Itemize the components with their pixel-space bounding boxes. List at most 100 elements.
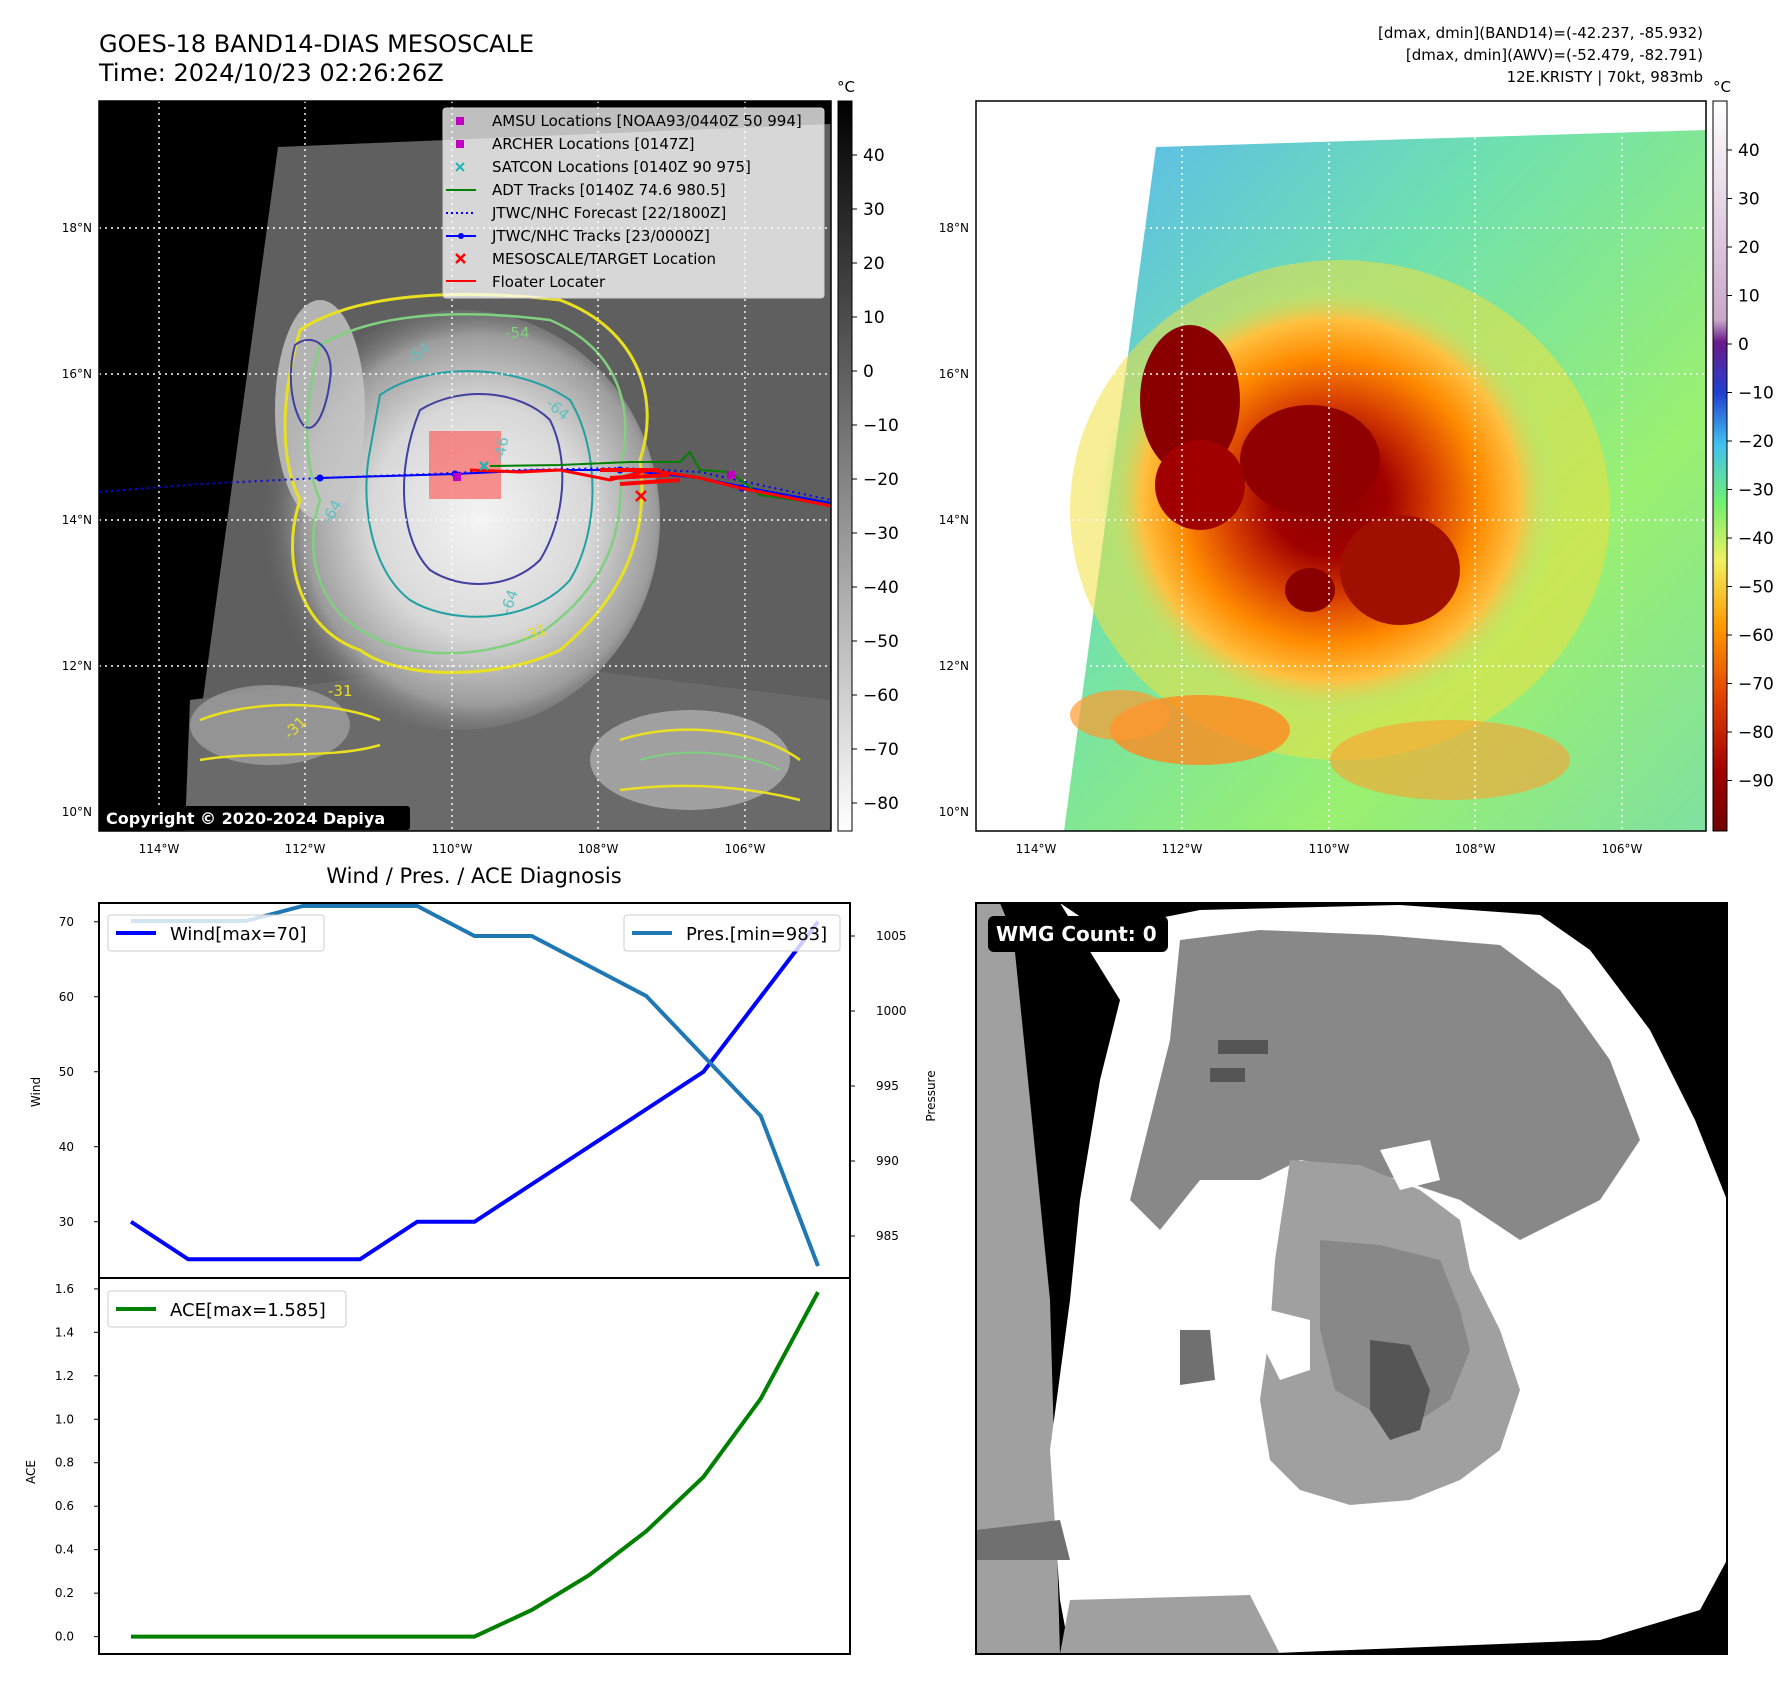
wind-line <box>129 920 820 1262</box>
awv-colorbar: °C 40 30 20 10 0 −10 −20 −30 −40 −50 −60 −70 −80 −90 <box>1712 78 1774 832</box>
colorbar-tick-label: −80 <box>1738 723 1774 743</box>
band14-map-panel: -54 -64 -54 -64 -31 -64 -46 -31 -31 A <box>62 100 832 856</box>
colorbar-tick-label: 0 <box>1738 335 1749 355</box>
lon-label: 108°W <box>1455 842 1496 856</box>
legend-label-floater: Floater Locater <box>492 273 606 291</box>
ace-tick-label: 0.4 <box>55 1543 74 1557</box>
colorbar-tick-label: 20 <box>863 254 885 274</box>
figure-time: Time: 2024/10/23 02:26:26Z <box>98 59 444 87</box>
colorbar-tick-label: −50 <box>1738 578 1774 598</box>
wind-pressure-chart: Wind / Pres. / ACE Diagnosis Wind Pressu… <box>29 864 938 1279</box>
colorbar-tick-label: 10 <box>1738 287 1760 307</box>
adt-track <box>489 450 831 506</box>
legend-label-wind: Wind[max=70] <box>170 924 307 945</box>
colorbar-tick-label: −80 <box>863 794 899 814</box>
lon-label: 112°W <box>285 842 326 856</box>
copyright-label: Copyright © 2020-2024 Dapiya <box>106 809 385 828</box>
colorbar-tick-label: 30 <box>863 200 885 220</box>
lat-label: 12°N <box>939 659 969 673</box>
lon-label: 114°W <box>139 842 180 856</box>
ace-tick-label: 0.6 <box>55 1499 74 1513</box>
ace-tick-label: 1.2 <box>55 1369 74 1383</box>
legend-marker-jtwc <box>446 233 476 239</box>
colorbar-tick-label: 30 <box>1738 190 1760 210</box>
wmg-count-label: WMG Count: 0 <box>996 922 1157 946</box>
lon-label: 112°W <box>1162 842 1203 856</box>
legend-marker-archer <box>456 140 464 148</box>
colorbar-tick-label: 40 <box>1738 141 1760 161</box>
colorbar-tick-label: −20 <box>1738 432 1774 452</box>
lon-label: 106°W <box>725 842 766 856</box>
ace-line <box>131 1291 820 1639</box>
lat-label: 10°N <box>62 805 92 819</box>
jtwc-track-point <box>316 474 324 482</box>
contour-label: -46 <box>490 435 512 462</box>
ace-tick-label: 0.8 <box>55 1456 74 1470</box>
colorbar-tick-label: −30 <box>1738 481 1774 501</box>
colorbar-tick-label: −40 <box>1738 529 1774 549</box>
legend-label-forecast: JTWC/NHC Forecast [22/1800Z] <box>491 204 726 222</box>
colorbar-tick-label: 40 <box>863 146 885 166</box>
wind-tick-label: 60 <box>59 990 74 1004</box>
colorbar-tick-label: −70 <box>1738 675 1774 695</box>
legend-label-pressure: Pres.[min=983] <box>686 924 827 945</box>
colorbar-tick-label: −30 <box>863 524 899 544</box>
colorbar-tick-label: −60 <box>1738 626 1774 646</box>
contour-label: -54 <box>505 324 530 342</box>
ace-legend: ACE[max=1.585] <box>107 1290 347 1328</box>
pressure-tick-label: 995 <box>876 1079 899 1093</box>
pressure-tick-label: 985 <box>876 1229 899 1243</box>
lon-label: 108°W <box>578 842 619 856</box>
figure-title: GOES-18 BAND14-DIAS MESOSCALE <box>99 30 534 58</box>
legend-label-ace: ACE[max=1.585] <box>170 1300 326 1321</box>
colorbar-tick-label: −10 <box>863 416 899 436</box>
legend-marker-amsu <box>456 117 464 125</box>
mesoscale-box <box>429 431 501 499</box>
lon-label: 110°W <box>1309 842 1350 856</box>
lat-label: 14°N <box>62 513 92 527</box>
lon-label: 114°W <box>1016 842 1057 856</box>
ace-tick-label: 1.6 <box>55 1282 74 1296</box>
ace-tick-label: 0.0 <box>55 1630 74 1644</box>
band14-colorbar: °C 40 30 20 10 0 −10 −20 −30 −40 −50 −60 −70 −80 <box>837 78 899 832</box>
lat-label: 16°N <box>939 367 969 381</box>
lat-label: 18°N <box>939 221 969 235</box>
lat-label: 14°N <box>939 513 969 527</box>
legend-label-adt: ADT Tracks [0140Z 74.6 980.5] <box>492 181 726 199</box>
colorbar-tick-label: −50 <box>863 632 899 652</box>
pressure-legend: Pres.[min=983] <box>623 914 841 952</box>
legend-label-amsu: AMSU Locations [NOAA93/0440Z 50 994] <box>492 112 802 130</box>
ace-tick-label: 0.2 <box>55 1586 74 1600</box>
colorbar-tick-label: −40 <box>863 578 899 598</box>
wind-tick-label: 70 <box>59 915 74 929</box>
wind-tick-label: 40 <box>59 1140 74 1154</box>
colorbar-tick-label: −20 <box>863 470 899 490</box>
lat-label: 16°N <box>62 367 92 381</box>
stats-band14: [dmax, dmin](BAND14)=(-42.237, -85.932) <box>1378 24 1703 42</box>
pressure-tick-label: 1005 <box>876 929 907 943</box>
pressure-tick-label: 1000 <box>876 1004 907 1018</box>
colorbar-tick-label: −10 <box>1738 384 1774 404</box>
target-location-marker <box>635 490 647 502</box>
amsu-location-marker <box>453 473 461 481</box>
legend-label-archer: ARCHER Locations [0147Z] <box>492 135 695 153</box>
band14-axis-labels: 18°N 16°N 14°N 12°N 10°N 114°W 112°W 110… <box>62 221 766 856</box>
stats-awv: [dmax, dmin](AWV)=(-52.479, -82.791) <box>1406 46 1703 64</box>
map-legend: AMSU Locations [NOAA93/0440Z 50 994] ARC… <box>442 107 825 299</box>
wind-legend: Wind[max=70] <box>107 914 325 952</box>
colorbar-unit: °C <box>1713 78 1731 96</box>
archer-location-marker <box>727 471 735 479</box>
contour-label: -31 <box>328 682 353 700</box>
ace-tick-label: 1.0 <box>55 1412 74 1426</box>
wmg-panel: WMG Count: 0 <box>975 902 1728 1655</box>
legend-label-satcon: SATCON Locations [0140Z 90 975] <box>492 158 751 176</box>
ace-axis-label: ACE <box>24 1460 38 1484</box>
chart-title: Wind / Pres. / ACE Diagnosis <box>326 864 621 888</box>
wind-axis-label: Wind <box>29 1077 43 1107</box>
wind-tick-label: 30 <box>59 1215 74 1229</box>
colorbar-unit: °C <box>837 78 855 96</box>
ace-tick-label: 1.4 <box>55 1325 74 1339</box>
legend-label-target: MESOSCALE/TARGET Location <box>492 250 716 268</box>
satcon-location-marker <box>479 461 489 471</box>
